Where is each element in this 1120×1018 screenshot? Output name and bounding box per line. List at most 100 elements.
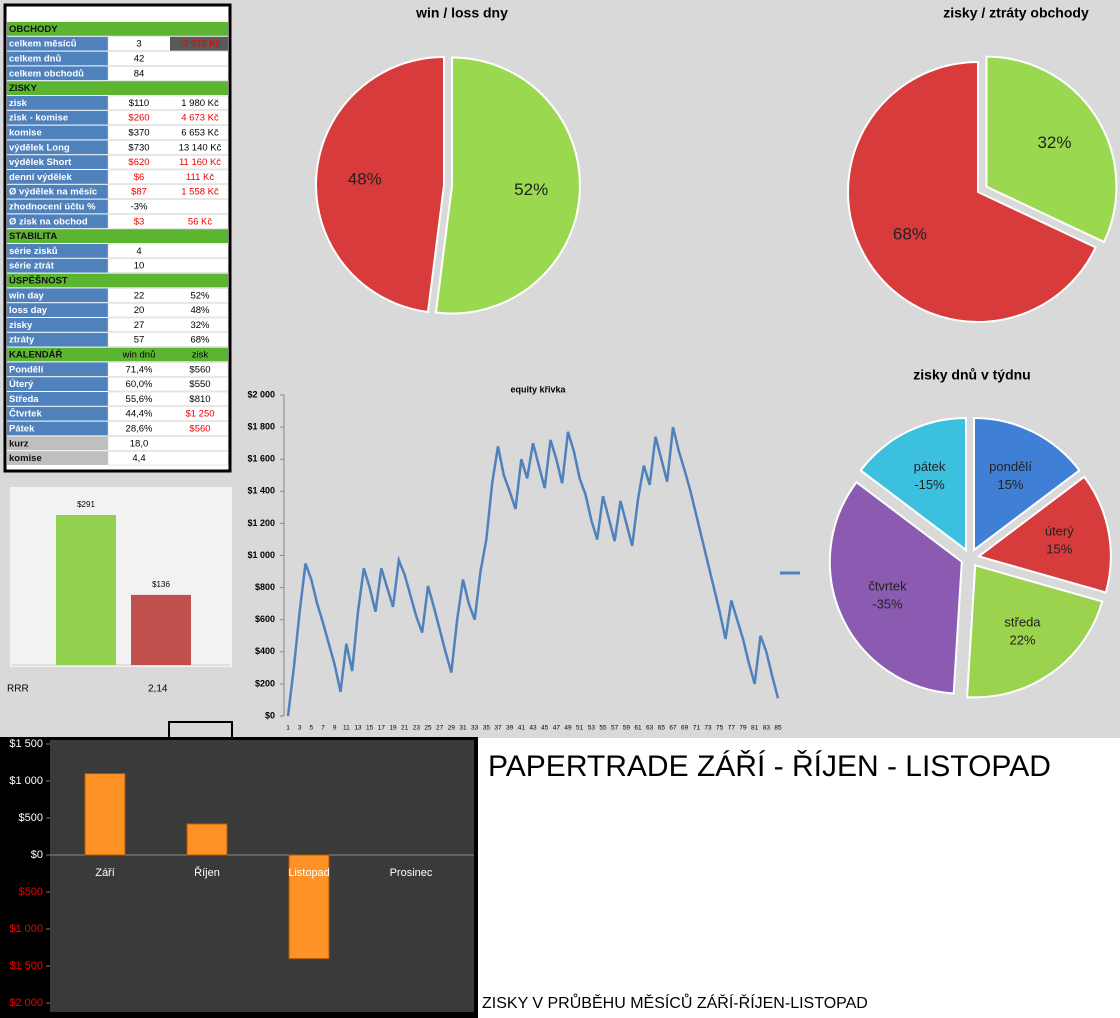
value-cells: [107, 154, 229, 170]
y-tick-label: $1 500: [9, 960, 43, 972]
row-label: zhodnocení účtu %: [9, 202, 96, 213]
label-cell: [7, 421, 108, 436]
label-cell: [7, 392, 108, 406]
slice-label: 48%: [348, 170, 382, 189]
cell-value: $560: [189, 364, 210, 375]
label-cell: [7, 362, 108, 377]
chart-title: equity křivka: [510, 384, 566, 394]
label-cell: [7, 170, 108, 184]
cell-value: zisk: [192, 350, 209, 361]
value-cells: [107, 436, 229, 451]
section-header: [7, 81, 228, 95]
cell-value: win dnů: [122, 350, 156, 361]
cell-value: 44,4%: [126, 409, 153, 420]
x-tick-label: Září: [95, 867, 115, 879]
cell-value: 4,4: [132, 453, 145, 464]
row-label: denní výdělek: [9, 172, 73, 183]
x-tick-label: 57: [611, 725, 619, 732]
value-cells: [107, 332, 229, 347]
y-tick-label: $0: [265, 710, 275, 720]
x-tick-label: 35: [483, 725, 491, 732]
value-cells: [107, 125, 229, 140]
label-cell: [7, 140, 108, 155]
row-label: ÚSPĚŠNOST: [9, 275, 68, 287]
cell-value: 18,0: [130, 438, 149, 449]
x-tick-label: 17: [378, 725, 386, 732]
x-tick-label: 51: [576, 725, 584, 732]
value-cells: [107, 317, 229, 333]
row-label: celkem dnů: [9, 54, 61, 65]
label-cell: [7, 244, 108, 258]
row-label: celkem měsíců: [9, 39, 77, 50]
x-tick-label: 63: [646, 725, 654, 732]
cell-frame: [168, 721, 233, 739]
slice-category: pondělí: [989, 459, 1032, 474]
x-tick-label: Prosinec: [390, 867, 433, 879]
x-tick-label: 15: [366, 725, 374, 732]
x-tick-label: 71: [693, 725, 701, 732]
y-tick-label: $2 000: [9, 997, 43, 1009]
label-cell: [7, 288, 108, 303]
x-tick-label: 43: [529, 725, 537, 732]
pie-slice: [859, 416, 967, 552]
cell-value: $6: [134, 172, 145, 183]
chart-title: win / loss dny: [415, 5, 508, 21]
x-tick-label: 53: [588, 725, 596, 732]
row-label: komise: [9, 453, 42, 464]
x-tick-label: 37: [494, 725, 502, 732]
row-label: výdělek Short: [9, 157, 72, 168]
value-cells: [107, 66, 229, 81]
x-tick-label: 13: [354, 725, 362, 732]
pie-slice: [434, 56, 581, 315]
row-label: Ø výdělek na měsíc: [9, 187, 97, 198]
cell-value: 84: [134, 68, 145, 79]
label-cell: [7, 303, 108, 317]
cell-value: $1 250: [185, 409, 214, 420]
cell-value: $730: [128, 142, 149, 153]
label-cell: [7, 155, 108, 169]
section-header: [7, 347, 228, 362]
rrr-panel: [10, 487, 232, 667]
rrr-label: RRR: [7, 684, 29, 695]
cell-value: 3: [136, 39, 141, 50]
x-tick-label: 55: [599, 725, 607, 732]
row-label: win day: [8, 290, 45, 301]
cell-value: 42: [134, 54, 145, 65]
value-cells: [107, 95, 229, 111]
row-label: Ø zisk na obchod: [9, 216, 88, 227]
chart-title: zisky / ztráty obchody: [943, 5, 1089, 21]
pie-slice: [973, 416, 1081, 552]
x-tick-label: 23: [413, 725, 421, 732]
label-cell: [7, 318, 108, 332]
slice-label: -15%: [914, 477, 945, 492]
y-tick-label: $1 200: [247, 518, 275, 528]
slice-label: 68%: [893, 225, 927, 244]
cell-value: 68%: [190, 335, 210, 346]
x-tick-label: 7: [321, 725, 325, 732]
row-label: celkem obchodů: [9, 68, 84, 79]
value-cells: [107, 302, 229, 318]
equity-line: [286, 426, 780, 717]
x-tick-label: 67: [669, 725, 677, 732]
x-tick-label: 9: [333, 725, 337, 732]
y-tick-label: $2 000: [247, 389, 275, 399]
cell-value: 22: [134, 290, 145, 301]
cell-value: $110: [129, 98, 149, 109]
row-label: kurz: [9, 438, 29, 449]
cell-value: $550: [189, 379, 210, 390]
cell-value: 4 673 Kč: [181, 113, 219, 124]
pie-slice: [847, 60, 1097, 323]
x-tick-label: 5: [310, 725, 314, 732]
cell-value: -3%: [131, 202, 148, 213]
cell-value: 56 Kč: [188, 216, 213, 227]
rrr-value: 2,14: [148, 684, 168, 695]
row-label: Středa: [9, 394, 39, 405]
row-label: Pondělí: [9, 364, 44, 375]
label-cell: [7, 110, 108, 125]
value-cells: [107, 376, 229, 392]
slice-category: čtvrtek: [868, 578, 907, 593]
value-cells: [107, 184, 229, 199]
page-title: PAPERTRADE ZÁŘÍ - ŘÍJEN - LISTOPAD: [488, 750, 1051, 783]
x-tick-label: 39: [506, 725, 514, 732]
x-tick-label: 33: [471, 725, 479, 732]
